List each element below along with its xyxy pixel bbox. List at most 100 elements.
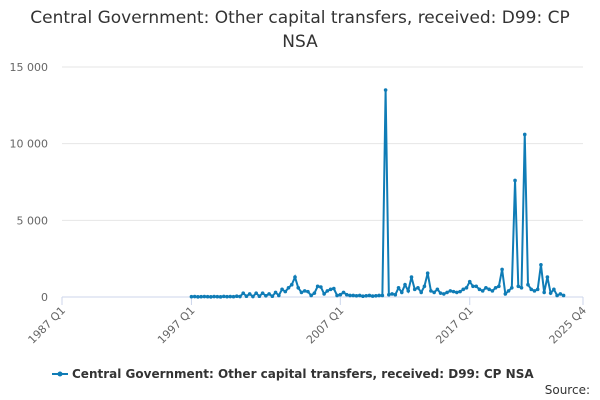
data-point (348, 293, 352, 298)
data-point (257, 294, 262, 299)
data-point (196, 295, 200, 299)
legend-label: Central Government: Other capital transf… (72, 367, 534, 381)
data-point (228, 294, 233, 299)
data-point (539, 263, 543, 267)
data-point (403, 282, 407, 287)
data-point (474, 284, 479, 289)
data-point (477, 287, 482, 292)
data-point (526, 282, 530, 287)
data-point (542, 290, 546, 295)
data-point (487, 287, 491, 292)
data-point (280, 287, 284, 292)
data-point (529, 287, 534, 292)
data-point (429, 289, 433, 293)
data-point (361, 294, 365, 299)
data-point (422, 284, 427, 289)
data-point (503, 292, 508, 296)
data-point (332, 286, 336, 291)
data-point (319, 285, 323, 289)
data-point (202, 294, 207, 299)
data-point (416, 286, 420, 290)
data-point (364, 293, 368, 298)
legend-marker (57, 371, 63, 377)
data-point (238, 294, 242, 299)
data-point (273, 290, 278, 295)
data-point (218, 295, 223, 299)
data-point (254, 291, 258, 295)
data-point (393, 292, 398, 297)
data-point (209, 295, 213, 299)
data-point (377, 293, 381, 298)
data-point (277, 293, 281, 298)
data-point (406, 289, 411, 293)
y-tick-label: 15 000 (10, 61, 49, 74)
y-tick-label: 5 000 (17, 214, 49, 227)
data-point (215, 294, 220, 299)
data-point (325, 289, 330, 293)
data-point (480, 289, 485, 293)
data-point (425, 271, 430, 276)
data-point (484, 286, 488, 290)
data-point (260, 291, 265, 295)
data-point (370, 294, 375, 298)
data-point (555, 293, 559, 298)
data-point (519, 286, 524, 290)
data-point (516, 284, 521, 289)
data-point (561, 293, 566, 298)
data-point (448, 289, 453, 293)
data-point (234, 294, 239, 299)
data-point (251, 294, 255, 299)
data-point (267, 292, 271, 296)
x-tick-label: 1997 Q1 (155, 304, 198, 347)
data-point (189, 294, 194, 299)
data-point (532, 289, 537, 293)
data-point (419, 290, 423, 295)
data-point (335, 293, 339, 298)
data-point (338, 292, 343, 297)
x-tick-label: 2017 Q1 (433, 304, 476, 347)
data-point (225, 294, 229, 299)
data-point (412, 287, 417, 292)
data-point (199, 294, 203, 299)
x-tick-label: 1987 Q1 (26, 304, 69, 347)
data-point (312, 291, 317, 295)
data-point (490, 289, 495, 293)
data-point (315, 284, 320, 289)
data-point (464, 286, 469, 290)
data-point (522, 132, 527, 137)
data-point (357, 293, 362, 298)
data-point (354, 293, 359, 298)
data-point (296, 286, 301, 290)
data-point (212, 294, 216, 299)
chart-title: Central Government: Other capital transf… (30, 8, 570, 52)
data-point (497, 284, 501, 289)
data-point (387, 292, 391, 297)
data-point (264, 293, 268, 298)
data-point (309, 293, 313, 298)
data-point (306, 289, 310, 294)
data-point (458, 289, 462, 294)
data-point (399, 290, 404, 295)
data-point (293, 275, 297, 279)
data-point (506, 289, 511, 293)
data-point (192, 294, 197, 299)
data-point (351, 293, 356, 298)
data-point (383, 88, 388, 92)
data-point (461, 287, 466, 292)
x-tick-label: 2007 Q1 (304, 304, 347, 347)
data-point (247, 292, 252, 296)
data-point (545, 275, 550, 279)
data-point (510, 286, 514, 290)
data-point (558, 292, 563, 296)
data-point (390, 292, 394, 296)
x-tick-label: 2025 Q4 (547, 304, 590, 347)
data-point (344, 292, 349, 297)
data-point (535, 287, 540, 292)
data-point (432, 290, 436, 295)
data-point (454, 290, 459, 295)
data-point (438, 291, 443, 295)
data-point (341, 290, 346, 295)
data-point (442, 292, 446, 296)
data-point (299, 290, 304, 295)
data-point (328, 287, 333, 292)
